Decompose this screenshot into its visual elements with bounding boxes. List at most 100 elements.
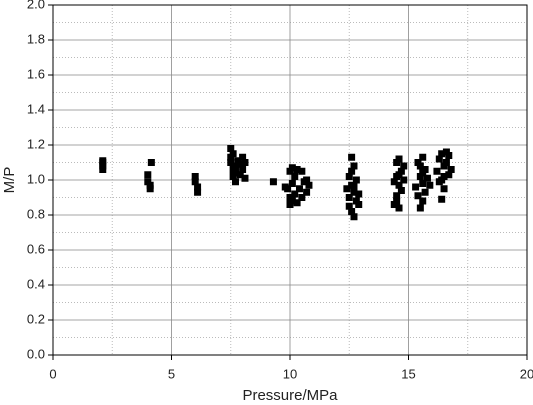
point [438, 195, 446, 203]
point [433, 167, 441, 175]
point [293, 166, 301, 173]
point [435, 155, 443, 163]
point [191, 178, 199, 186]
point [426, 181, 434, 189]
point [445, 171, 453, 179]
point [269, 178, 277, 186]
y-tick-label: 1.8 [27, 31, 45, 46]
point [416, 204, 424, 212]
point [440, 185, 448, 193]
point [442, 159, 450, 166]
x-tick-label: 20 [520, 366, 533, 381]
point [239, 153, 247, 161]
point [305, 181, 313, 189]
point [395, 171, 403, 179]
y-tick-label: 0.2 [27, 311, 45, 326]
point [231, 169, 239, 177]
point [423, 174, 431, 182]
point [416, 162, 424, 170]
x-tick-label: 15 [401, 366, 415, 381]
point [348, 167, 356, 175]
y-tick-label: 0.8 [27, 206, 45, 221]
point [191, 173, 199, 180]
point [345, 202, 353, 210]
point [303, 188, 311, 196]
point [227, 159, 235, 166]
point [236, 160, 244, 168]
point [147, 159, 155, 166]
y-axis-title: M/P [1, 167, 18, 194]
point [229, 150, 237, 158]
point [236, 171, 244, 179]
point [395, 155, 403, 163]
point [298, 194, 306, 201]
point [288, 164, 296, 172]
point [348, 208, 356, 215]
point [395, 204, 403, 212]
y-tick-label: 1.0 [27, 171, 45, 186]
point [419, 180, 427, 187]
x-axis-title: Pressure/MPa [242, 387, 338, 404]
point [390, 178, 398, 186]
point [400, 162, 408, 170]
point [241, 159, 249, 166]
point [291, 173, 299, 180]
point [194, 188, 202, 196]
x-tick-label: 10 [283, 366, 297, 381]
point [345, 194, 353, 201]
point [350, 188, 358, 196]
point [144, 171, 152, 179]
point [298, 167, 306, 175]
point [350, 213, 358, 221]
point [293, 199, 301, 207]
point [295, 185, 303, 193]
point [438, 150, 446, 158]
point [438, 176, 446, 184]
point [348, 153, 356, 161]
y-tick-label: 1.6 [27, 66, 45, 81]
point [447, 166, 455, 173]
y-tick-label: 2.0 [27, 0, 45, 11]
point [397, 187, 405, 194]
x-tick-label: 0 [49, 366, 56, 381]
point [291, 190, 299, 198]
point [355, 190, 363, 198]
point [393, 197, 401, 205]
point [194, 183, 202, 191]
point [288, 180, 296, 187]
point [231, 162, 239, 170]
point [400, 176, 408, 184]
x-tick-label: 5 [168, 366, 175, 381]
plot-frame [52, 4, 528, 356]
point [412, 183, 420, 191]
point [227, 145, 235, 152]
point [146, 185, 154, 193]
y-tick-label: 1.2 [27, 136, 45, 151]
point [231, 178, 239, 186]
point [419, 197, 427, 205]
point [99, 157, 107, 165]
point [445, 152, 453, 159]
point [352, 176, 360, 184]
point [350, 183, 358, 191]
point [350, 162, 358, 170]
y-tick-label: 0.0 [27, 346, 45, 361]
point [303, 176, 311, 184]
y-tick-label: 0.6 [27, 241, 45, 256]
point [343, 185, 351, 193]
point [421, 188, 429, 196]
point [395, 181, 403, 189]
point [419, 153, 427, 161]
point [284, 185, 292, 193]
y-tick-label: 0.4 [27, 276, 45, 291]
point [419, 169, 427, 177]
point [345, 173, 353, 180]
point [393, 192, 401, 200]
point [355, 201, 363, 208]
point [239, 166, 247, 173]
point [288, 197, 296, 205]
point [241, 174, 249, 182]
y-tick-label: 1.4 [27, 101, 45, 116]
point [414, 192, 422, 200]
